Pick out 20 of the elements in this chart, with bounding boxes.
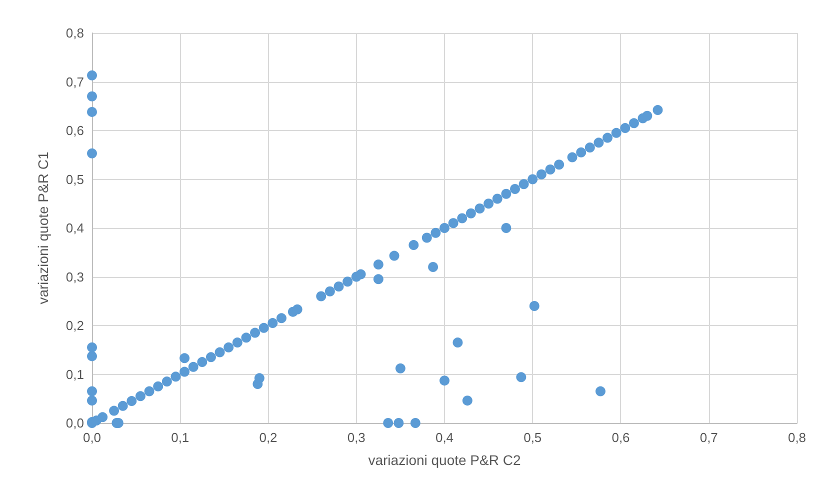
y-tick-label: 0,2 [66, 318, 84, 333]
x-tick-label: 0,4 [435, 430, 454, 445]
x-tick-label: 0,0 [82, 430, 102, 445]
x-tick-label: 0,1 [171, 430, 190, 445]
y-tick-label: 0,8 [66, 26, 84, 40]
x-tick-label: 0,5 [524, 430, 542, 445]
x-tick-label: 0,8 [788, 430, 806, 445]
y-tick-label: 0,5 [66, 172, 84, 187]
y-tick-label: 0,1 [66, 366, 84, 382]
y-tick-label: 0,6 [66, 123, 84, 138]
x-axis-title: variazioni quote P&R C2 [368, 452, 521, 468]
y-tick-label: 0,0 [66, 416, 84, 430]
y-tick-label: 0,4 [66, 220, 84, 236]
y-tick-label: 0,7 [66, 74, 84, 90]
x-tick-label: 0,7 [700, 430, 718, 445]
y-tick-label: 0,3 [66, 269, 84, 284]
x-tick-label: 0,3 [347, 430, 366, 445]
y-axis-title: variazioni quote P&R C1 [35, 152, 51, 304]
x-tick-label: 0,2 [259, 430, 278, 445]
x-tick-label: 0,6 [612, 430, 630, 445]
